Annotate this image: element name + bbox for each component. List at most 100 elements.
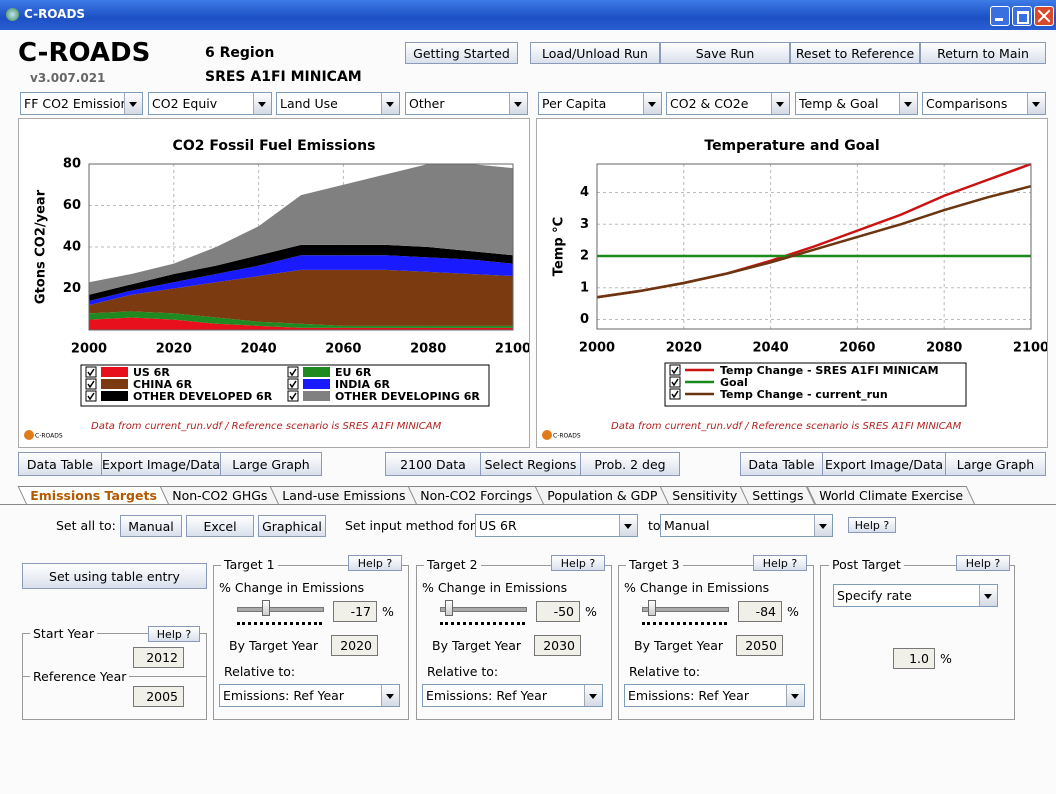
label: Relative to: [427, 664, 499, 679]
group-title: Post Target [829, 557, 904, 572]
help-button[interactable]: Help ? [848, 517, 896, 533]
x-tick-label: 2060 [325, 342, 361, 357]
tab[interactable]: Non-CO2 GHGs [159, 486, 280, 505]
dropdown[interactable]: Temp & Goal [795, 92, 918, 115]
help-button[interactable]: Help ? [348, 555, 402, 571]
slider-thumb[interactable] [648, 600, 656, 616]
dropdown[interactable]: Per Capita [538, 92, 662, 115]
close-button[interactable] [1034, 6, 1054, 26]
slider-track[interactable] [642, 607, 729, 612]
help-button[interactable]: Help ? [551, 555, 605, 571]
input[interactable]: 2030 [534, 635, 581, 656]
input[interactable]: 2012 [133, 647, 184, 668]
label: % Change in Emissions [422, 580, 568, 595]
button[interactable]: Getting Started [405, 42, 518, 64]
tab[interactable]: Non-CO2 Forcings [407, 486, 545, 505]
dropdown[interactable]: Manual [660, 514, 833, 537]
button[interactable]: Select Regions [480, 452, 581, 476]
dropdown[interactable]: US 6R [475, 514, 638, 537]
x-tick-label: 2080 [926, 341, 962, 356]
tab[interactable]: Land-use Emissions [269, 486, 418, 505]
legend-checkbox [669, 364, 681, 376]
dropdown[interactable]: FF CO2 Emission [20, 92, 143, 115]
dropdown[interactable]: Other [405, 92, 528, 115]
x-tick-label: 2000 [71, 342, 107, 357]
dropdown[interactable]: Comparisons [922, 92, 1046, 115]
help-button[interactable]: Help ? [956, 555, 1010, 571]
input[interactable]: -50 [536, 601, 580, 622]
tab-label: World Climate Exercise [818, 488, 963, 503]
maximize-button[interactable] [1012, 6, 1032, 26]
button[interactable]: Prob. 2 deg [580, 452, 680, 476]
input[interactable]: 2050 [736, 635, 783, 656]
button[interactable]: Export Image/Data [822, 452, 946, 476]
plot-frame [88, 163, 514, 331]
legend-check [289, 368, 297, 377]
logo-icon [24, 430, 34, 440]
button[interactable]: Return to Main [920, 42, 1046, 64]
button[interactable]: Load/Unload Run [530, 42, 660, 64]
group-title: Target 1 [221, 557, 278, 572]
y-tick-label: 3 [580, 217, 589, 232]
input[interactable]: -17 [333, 601, 377, 622]
input[interactable]: 1.0 [893, 648, 935, 669]
label: By Target Year [634, 638, 724, 653]
tab[interactable]: World Climate Exercise [806, 486, 975, 505]
input[interactable]: 2020 [331, 635, 378, 656]
legend-swatch [303, 379, 330, 389]
slider-track[interactable] [237, 607, 324, 612]
dropdown[interactable]: Specify rate [833, 584, 998, 607]
button[interactable]: Data Table [18, 452, 102, 476]
label: Relative to: [629, 664, 701, 679]
group-title: Target 3 [626, 557, 683, 572]
input[interactable]: 2005 [133, 686, 184, 707]
button[interactable]: Graphical [258, 515, 326, 537]
dropdown[interactable]: CO2 & CO2e [666, 92, 790, 115]
dropdown[interactable]: Land Use [276, 92, 400, 115]
legend-box [80, 364, 490, 407]
button[interactable]: 2100 Data [385, 452, 481, 476]
button[interactable]: Large Graph [945, 452, 1046, 476]
button[interactable]: Excel [186, 515, 254, 537]
slider-ticks [237, 619, 322, 625]
label: to [648, 518, 661, 533]
dropdown[interactable]: Emissions: Ref Year [422, 684, 603, 707]
minimize-button[interactable] [990, 6, 1010, 26]
group-box [820, 565, 1015, 720]
legend-check [87, 380, 95, 389]
tab[interactable]: Settings [739, 486, 817, 505]
tab[interactable]: Population & GDP [534, 486, 670, 505]
x-tick-label: 2040 [753, 341, 789, 356]
input[interactable]: -84 [738, 601, 782, 622]
dropdown[interactable]: CO2 Equiv [148, 92, 272, 115]
button[interactable]: Save Run [660, 42, 790, 64]
x-tick-label: 2040 [241, 342, 277, 357]
slider-track[interactable] [440, 607, 527, 612]
button[interactable]: Manual [120, 515, 182, 537]
dropdown[interactable]: Emissions: Ref Year [624, 684, 805, 707]
button[interactable]: Data Table [740, 452, 823, 476]
slider-thumb[interactable] [262, 600, 270, 616]
x-tick-label: 2020 [156, 342, 192, 357]
group-box [416, 565, 612, 720]
help-button[interactable]: Help ? [753, 555, 807, 571]
dropdown[interactable]: Emissions: Ref Year [219, 684, 400, 707]
y-axis-label: Gtons CO2/year [34, 189, 49, 304]
y-tick-label: 2 [580, 249, 589, 264]
button[interactable]: Large Graph [220, 452, 322, 476]
tab[interactable]: Sensitivity [659, 486, 750, 505]
tab[interactable]: Emissions Targets [17, 486, 170, 505]
button[interactable]: Export Image/Data [101, 452, 221, 476]
button[interactable]: Reset to Reference [790, 42, 920, 64]
chart: CO2 Fossil Fuel Emissions Gtons CO2/year 2… [24, 138, 531, 440]
help-button[interactable]: Help ? [148, 626, 200, 642]
title-bar [0, 0, 1056, 30]
legend-checkbox [287, 378, 299, 390]
line [596, 185, 1032, 299]
slider-thumb[interactable] [445, 600, 453, 616]
legend-checkbox [287, 366, 299, 378]
legend-checkbox [85, 366, 97, 378]
button[interactable]: Set using table entry [22, 563, 207, 589]
chart-title: Temperature and Goal [704, 138, 879, 154]
